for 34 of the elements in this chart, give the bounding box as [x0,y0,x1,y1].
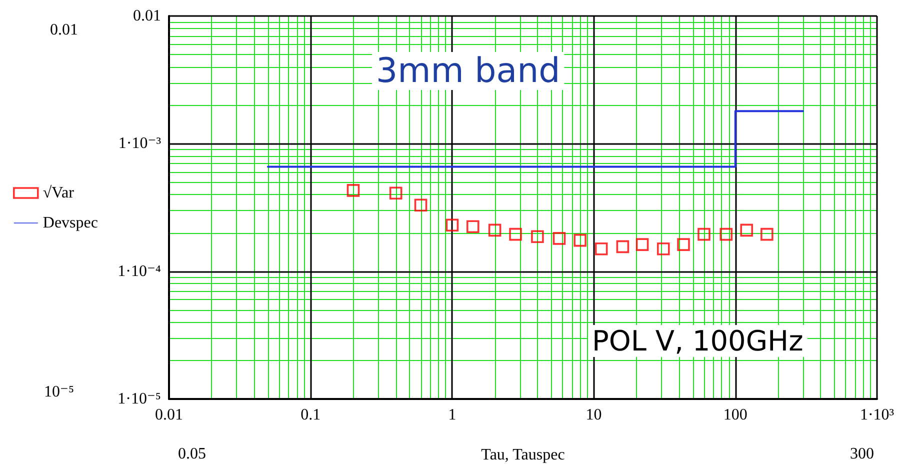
y-tick-label: 0.01 [133,8,161,24]
point [509,228,522,241]
point [466,220,480,234]
x-tick-label: 10 [586,406,602,424]
x-tick-label: 1·10³ [860,406,894,424]
point [760,228,774,241]
x-axis-title: Tau, Tauspec [481,446,565,464]
point [574,234,586,247]
point [552,232,566,245]
point [446,218,459,232]
x-tick-label: 100 [723,406,748,424]
point [720,228,733,241]
point [636,238,649,251]
point [488,224,502,237]
annotation: 3mm band [376,51,560,91]
x-tick-label: 1 [448,406,456,424]
y-tick-label: 1·10⁻³ [118,135,162,152]
point [594,242,608,256]
text: 0.01 [50,22,78,38]
text: 300 [850,446,874,462]
legend-label: Devspec [42,214,98,232]
x-tick-label: 0.01 [155,406,183,424]
point [740,224,754,237]
legend-label: √Var [42,184,75,202]
point [698,228,710,241]
annotation: POL V, 100GHz [592,324,804,358]
point [677,238,690,251]
x-tick-label: 0.1 [300,406,321,424]
y-tick-label: 1·10⁻⁴ [118,262,162,280]
y-tick-label: 1·10⁻⁵ [118,390,161,408]
point [656,242,670,256]
point [531,230,544,244]
text: 0.05 [178,446,206,462]
text: 10⁻⁵ [44,384,74,400]
